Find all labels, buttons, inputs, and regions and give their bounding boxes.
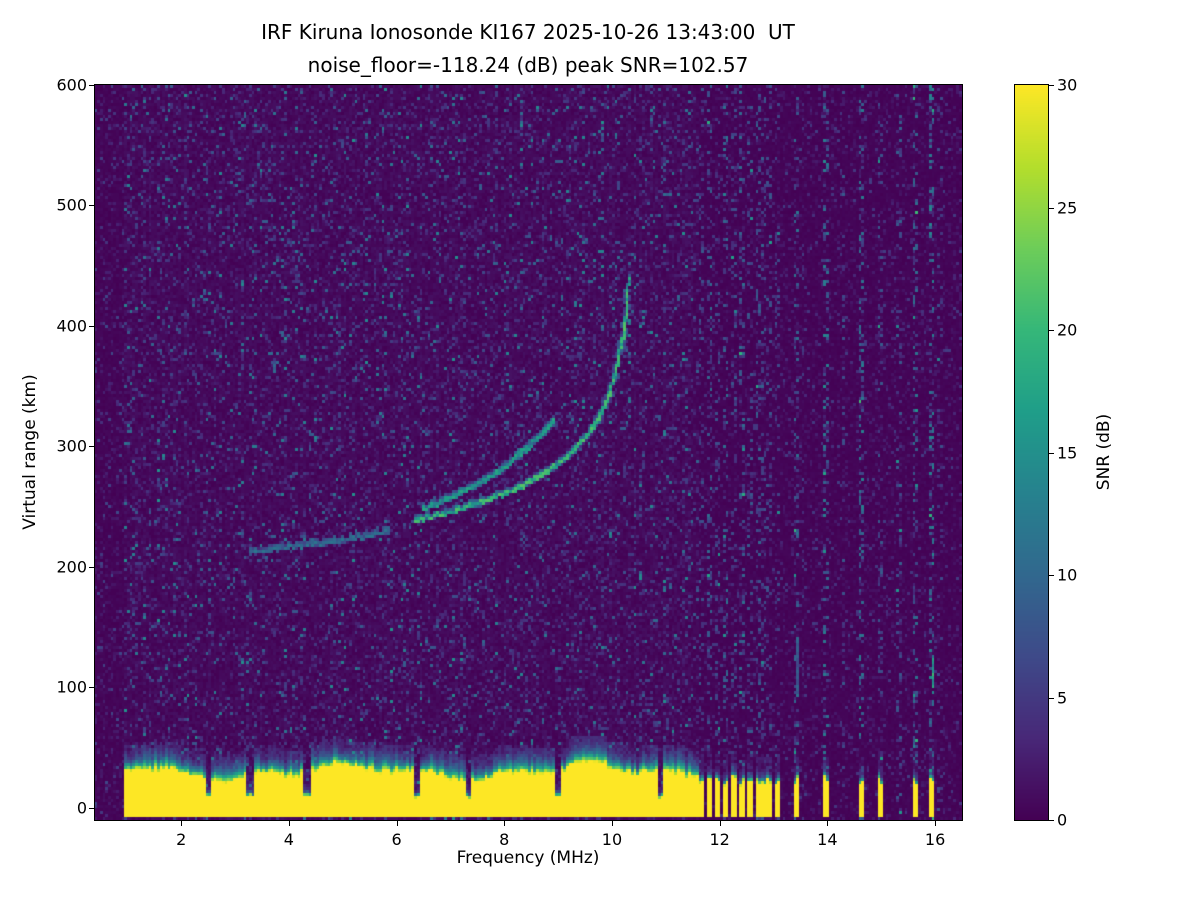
y-tick-label: 0 — [76, 798, 87, 818]
x-tick-mark — [181, 821, 183, 826]
colorbar-tick-mark — [1049, 207, 1054, 209]
x-tick-label: 4 — [283, 830, 294, 849]
y-tick-label: 500 — [56, 195, 87, 215]
y-tick-mark — [89, 325, 94, 327]
y-tick-mark — [89, 807, 94, 809]
y-tick-mark — [89, 687, 94, 689]
colorbar-tick-label: 10 — [1057, 565, 1078, 585]
x-tick-mark — [719, 821, 721, 826]
colorbar-tick-label: 15 — [1057, 443, 1078, 462]
x-tick-label: 8 — [499, 830, 510, 849]
colorbar-tick-mark — [1049, 697, 1054, 699]
x-tick-mark — [827, 821, 829, 826]
colorbar-tick-mark — [1049, 330, 1054, 331]
colorbar-tick-mark — [1049, 452, 1054, 454]
x-tick-mark — [288, 821, 290, 826]
y-axis-label: Virtual range (km) — [20, 374, 40, 530]
x-axis-label: Frequency (MHz) — [456, 848, 600, 868]
x-tick-label: 16 — [924, 830, 946, 849]
y-tick-mark — [89, 446, 94, 448]
x-tick-label: 10 — [601, 830, 623, 849]
colorbar-tick-label: 25 — [1057, 198, 1078, 217]
chart-subtitle: noise_floor=-118.24 (dB) peak SNR=102.57 — [307, 53, 749, 77]
y-tick-label: 300 — [56, 436, 87, 456]
colorbar-tick-label: 20 — [1057, 320, 1078, 340]
y-tick-label: 400 — [56, 316, 87, 336]
colorbar — [1015, 85, 1048, 820]
x-tick-mark — [396, 821, 398, 826]
x-tick-label: 12 — [709, 830, 730, 849]
colorbar-tick-mark — [1049, 85, 1054, 86]
colorbar-tick-mark — [1049, 820, 1054, 821]
y-tick-mark — [89, 566, 94, 568]
y-tick-label: 600 — [56, 75, 87, 95]
chart-title: IRF Kiruna Ionosonde KI167 2025-10-26 13… — [261, 20, 795, 44]
x-tick-mark — [935, 821, 937, 826]
y-tick-mark — [89, 205, 94, 207]
y-tick-mark — [89, 85, 94, 86]
colorbar-tick-label: 30 — [1057, 75, 1078, 95]
y-tick-label: 100 — [56, 677, 87, 697]
colorbar-tick-mark — [1049, 575, 1054, 576]
x-tick-mark — [504, 821, 506, 826]
colorbar-tick-label: 0 — [1057, 810, 1068, 830]
x-tick-label: 2 — [176, 830, 187, 849]
ionogram-heatmap — [95, 85, 962, 820]
y-tick-label: 200 — [56, 557, 87, 577]
x-tick-mark — [611, 821, 613, 826]
x-tick-label: 6 — [391, 830, 402, 849]
colorbar-tick-label: 5 — [1057, 688, 1068, 707]
colorbar-label: SNR (dB) — [1094, 413, 1114, 491]
x-tick-label: 14 — [817, 830, 838, 849]
